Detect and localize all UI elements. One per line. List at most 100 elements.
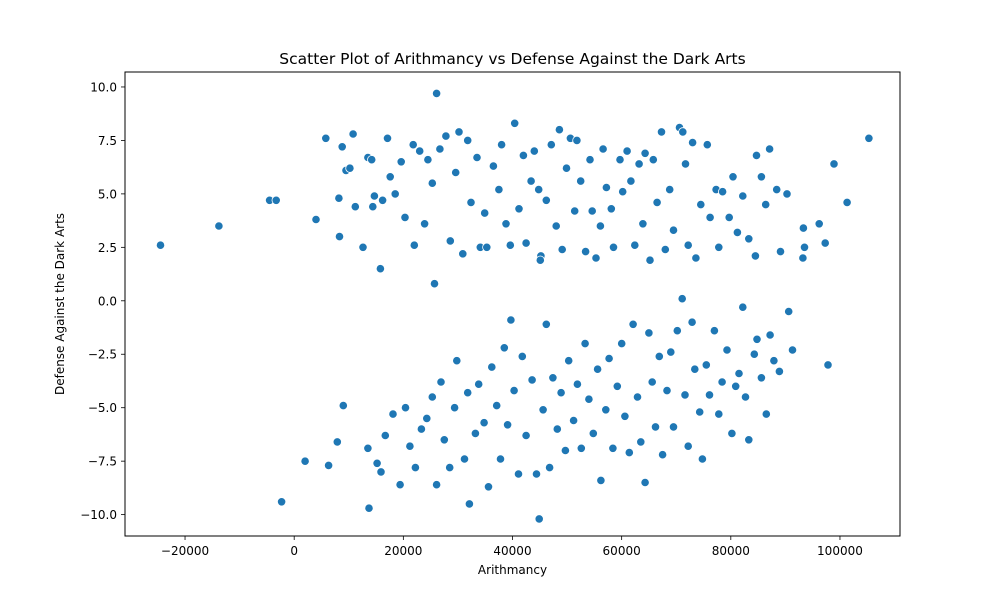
scatter-point bbox=[214, 221, 224, 231]
x-axis: −20000 0 20000 40000 60000 80000 100000 bbox=[161, 536, 863, 558]
scatter-point bbox=[276, 497, 287, 507]
scatter-point bbox=[823, 360, 833, 370]
scatter-point bbox=[463, 388, 473, 398]
scatter-point bbox=[538, 405, 548, 415]
scatter-point bbox=[345, 163, 355, 173]
scatter-point bbox=[521, 430, 531, 441]
scatter-point bbox=[570, 206, 580, 216]
scatter-point bbox=[697, 454, 708, 464]
scatter-point bbox=[601, 405, 611, 415]
scatter-point bbox=[380, 430, 390, 441]
scatter-point bbox=[636, 437, 646, 447]
scatter-point bbox=[775, 247, 786, 257]
scatter-point bbox=[591, 253, 601, 263]
scatter-point bbox=[787, 345, 798, 355]
scatter-point bbox=[750, 251, 761, 261]
scatter-point bbox=[529, 146, 539, 156]
scatter-point bbox=[541, 319, 551, 329]
y-tick-label: −10.0 bbox=[80, 508, 117, 522]
scatter-point bbox=[650, 422, 661, 432]
scatter-point bbox=[454, 127, 464, 137]
scatter-point bbox=[842, 197, 852, 207]
scatter-point bbox=[695, 407, 705, 417]
scatter-point bbox=[323, 460, 334, 470]
scatter-point bbox=[521, 238, 531, 248]
scatter-point bbox=[348, 129, 358, 139]
scatter-point bbox=[626, 176, 636, 186]
scatter-point bbox=[764, 144, 775, 154]
scatter-point bbox=[717, 187, 728, 197]
scatter-point bbox=[449, 403, 460, 413]
scatter-point bbox=[584, 394, 594, 404]
scatter-point bbox=[683, 240, 693, 250]
scatter-point bbox=[744, 435, 754, 445]
scatter-point bbox=[677, 294, 687, 304]
scatter-point bbox=[410, 462, 420, 473]
scatter-point bbox=[654, 351, 664, 361]
scatter-point bbox=[666, 347, 676, 357]
scatter-point bbox=[595, 221, 606, 231]
scatter-point bbox=[429, 279, 440, 289]
scatter-point bbox=[656, 127, 667, 137]
scatter-point bbox=[740, 392, 751, 402]
scatter-point bbox=[155, 240, 166, 250]
scatter-point bbox=[647, 377, 657, 387]
scatter-point bbox=[423, 155, 433, 165]
scatter-point bbox=[617, 338, 627, 349]
scatter-point bbox=[439, 435, 449, 445]
scatter-point bbox=[580, 247, 591, 257]
scatter-point bbox=[704, 390, 715, 400]
scatter-point bbox=[368, 202, 378, 212]
scatter-point bbox=[782, 189, 792, 199]
scatter-point bbox=[696, 200, 706, 210]
scatter-point bbox=[680, 159, 691, 169]
scatter-point bbox=[738, 191, 748, 201]
scatter-point bbox=[505, 240, 515, 250]
scatter-point bbox=[472, 152, 482, 163]
scatter-point bbox=[501, 219, 511, 229]
scatter-point bbox=[587, 206, 597, 216]
chart-title: Scatter Plot of Arithmancy vs Defense Ag… bbox=[279, 50, 745, 68]
scatter-point bbox=[427, 392, 437, 402]
scatter-point bbox=[734, 368, 744, 379]
scatter-point bbox=[496, 140, 507, 150]
scatter-point bbox=[652, 197, 662, 207]
y-tick-label: −2.5 bbox=[88, 348, 117, 362]
scatter-point bbox=[820, 238, 830, 248]
scatter-point bbox=[506, 315, 516, 325]
scatter-point bbox=[592, 364, 603, 374]
scatter-point bbox=[756, 373, 767, 383]
scatter-point bbox=[596, 475, 606, 485]
scatter-point bbox=[798, 253, 808, 263]
scatter-point bbox=[451, 167, 461, 178]
x-tick-label: 60000 bbox=[603, 544, 641, 558]
scatter-point bbox=[535, 255, 545, 265]
scatter-point bbox=[480, 208, 490, 218]
scatter-point bbox=[640, 477, 650, 488]
scatter-point bbox=[709, 326, 720, 336]
scatter-point bbox=[691, 253, 701, 263]
scatter-point bbox=[687, 138, 698, 148]
scatter-point bbox=[732, 227, 743, 237]
points-layer bbox=[155, 88, 874, 524]
scatter-point bbox=[657, 450, 668, 460]
scatter-point bbox=[541, 195, 551, 205]
scatter-point bbox=[702, 140, 712, 150]
scatter-point bbox=[829, 159, 839, 169]
scatter-point bbox=[761, 409, 771, 419]
scatter-point bbox=[585, 155, 595, 165]
scatter-point bbox=[552, 424, 562, 434]
scatter-point bbox=[544, 462, 555, 473]
scatter-point bbox=[606, 204, 616, 214]
scatter-point bbox=[784, 306, 794, 317]
x-tick-label: 40000 bbox=[493, 544, 531, 558]
scatter-point bbox=[405, 441, 415, 451]
scatter-point bbox=[364, 503, 374, 513]
scatter-point bbox=[618, 187, 628, 197]
scatter-point bbox=[527, 375, 537, 385]
scatter-point bbox=[408, 140, 418, 150]
scatter-point bbox=[517, 351, 527, 361]
x-tick-label: 20000 bbox=[384, 544, 422, 558]
scatter-point bbox=[358, 242, 368, 252]
